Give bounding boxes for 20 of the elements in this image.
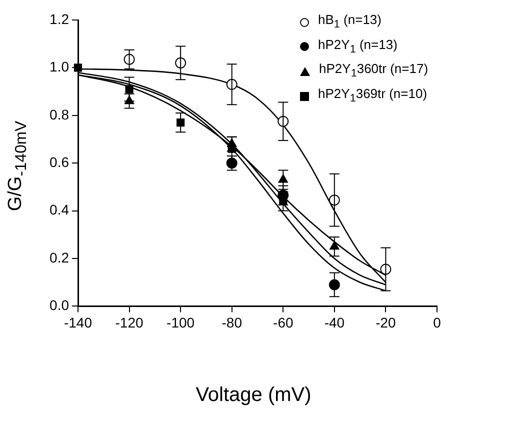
y-tick-label: 0.8: [50, 106, 70, 122]
legend-label: hP2Y$_{1}$360tr (n=17): [319, 60, 428, 82]
legend-label: hP2Y$_{1}$ (n=13): [318, 36, 398, 58]
y-tick-label: 1.2: [50, 10, 70, 27]
x-tick-label: -80: [222, 314, 242, 330]
y-tick-label: 0.6: [50, 154, 70, 170]
x-tick-label: -140: [64, 314, 92, 330]
x-tick-label: -40: [324, 314, 345, 330]
y-tick-label: 1.0: [50, 58, 70, 75]
x-tick-label: -20: [376, 314, 396, 330]
y-tick-label: 0.0: [50, 297, 70, 314]
x-tick-label: -100: [166, 314, 195, 330]
x-tick-label: -60: [273, 314, 294, 330]
legend-label: hP2Y$_{1}$369tr (n=10): [318, 84, 428, 106]
x-axis-title: Voltage (mV): [194, 384, 312, 407]
x-tick-label: -120: [115, 314, 144, 330]
legend-label: hB$_{1}$ (n=13): [318, 11, 382, 33]
x-tick-label: 0: [433, 314, 442, 330]
y-tick-label: 0.2: [50, 249, 70, 266]
y-tick-label: 0.4: [50, 202, 70, 218]
